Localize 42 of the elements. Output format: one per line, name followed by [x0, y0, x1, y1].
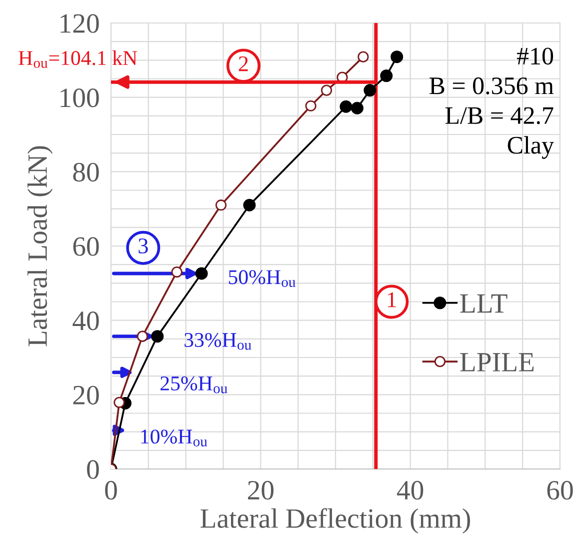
y-tick-label: 120 [60, 14, 99, 33]
x-tick-label: 40 [396, 480, 424, 500]
point [215, 200, 227, 211]
annotation: 3 [138, 238, 148, 254]
y-tick-label: 20 [73, 386, 99, 405]
y-tick-label: 0 [87, 460, 99, 479]
x-tick-label: 60 [547, 480, 573, 500]
point [136, 330, 148, 342]
annotation: 25%H$_{ou}$ [160, 376, 228, 394]
y-tick-label: 100 [60, 88, 99, 108]
point [114, 396, 125, 408]
point [171, 266, 182, 278]
point [151, 330, 164, 343]
point [243, 198, 256, 212]
point [390, 50, 404, 64]
x-tick-label: 20 [248, 480, 274, 500]
point [305, 100, 316, 112]
annotation: L/B = 42.7 [445, 107, 554, 124]
y-axis-title: Lateral Load (kN) [27, 146, 53, 346]
point [364, 84, 376, 97]
annotation: 10%H$_{ou}$ [141, 430, 208, 446]
x-tick-label: 0 [105, 480, 117, 500]
annotation: 2 [238, 56, 248, 72]
y-tick-label: 40 [72, 312, 99, 330]
legend-label: LLT [460, 294, 508, 313]
x-axis-title: Lateral Deflection (mm) [200, 508, 470, 534]
annotation: #10 [516, 48, 554, 65]
point [195, 267, 208, 280]
annotation: Clay [508, 136, 554, 159]
annotation: 33%H$_{ou}$ [184, 332, 252, 350]
point [320, 84, 332, 96]
annotation: 50%H$_{ou}$ [228, 270, 296, 287]
annotation: H$_{ou}$=104.1 kN [18, 50, 138, 68]
y-tick-label: 60 [73, 237, 99, 256]
annotation: B = 0.356 m [430, 77, 554, 94]
point [340, 100, 352, 113]
annotation: 1 [388, 292, 396, 308]
point [358, 51, 369, 62]
point [380, 70, 393, 82]
y-tick-label: 80 [73, 162, 99, 182]
legend-label: LPILE [460, 353, 534, 372]
point [350, 102, 364, 114]
